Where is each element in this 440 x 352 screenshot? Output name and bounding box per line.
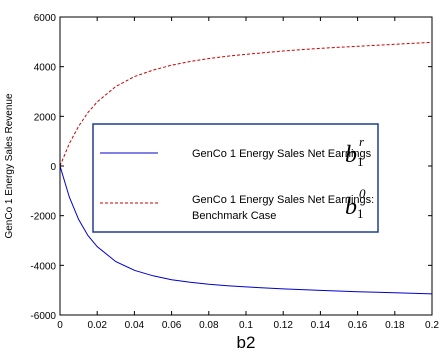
y-tick-label: -4000 — [30, 261, 56, 272]
x-tick-label: 0.08 — [199, 320, 219, 331]
series-line-1 — [59, 41, 433, 167]
legend: GenCo 1 Energy Sales Net Earnings b r 1 … — [92, 123, 379, 233]
y-tick-label: -6000 — [30, 311, 56, 322]
x-tick-label: 0.18 — [385, 320, 405, 331]
legend-label-series-1-line-1: GenCo 1 Energy Sales Net Earnings: — [192, 194, 374, 206]
x-tick-label: 0.2 — [425, 320, 439, 331]
svg-text:1: 1 — [357, 154, 364, 169]
x-tick-label: 0 — [57, 320, 63, 331]
x-tick-label: 0.14 — [311, 320, 331, 331]
svg-text:b: b — [345, 142, 357, 168]
legend-box — [92, 123, 379, 233]
x-tick-label: 0.04 — [125, 320, 145, 331]
y-tick-label: 0 — [50, 162, 56, 173]
y-tick-label: 4000 — [34, 63, 57, 74]
y-tick-label: -2000 — [30, 212, 56, 223]
x-tick-label: 0.06 — [162, 320, 182, 331]
y-axis-label: GenCo 1 Energy Sales Revenue — [4, 93, 15, 239]
y-tick-label: 2000 — [34, 112, 57, 123]
y-tick-label: 6000 — [34, 13, 57, 24]
legend-symbol-series-1: b 0 1 — [345, 186, 366, 221]
legend-label-series-0: GenCo 1 Energy Sales Net Earnings — [192, 148, 372, 160]
series-line-0 — [59, 165, 433, 295]
svg-text:0: 0 — [359, 186, 366, 201]
svg-text:r: r — [359, 134, 365, 149]
x-tick-label: 0.16 — [348, 320, 368, 331]
legend-label-series-1-line-2: Benchmark Case — [192, 210, 276, 222]
x-tick-label: 0.02 — [87, 320, 107, 331]
x-tick-label: 0.12 — [273, 320, 293, 331]
x-axis-label: b2 — [237, 333, 256, 352]
svg-text:b: b — [345, 194, 357, 220]
svg-text:1: 1 — [357, 206, 364, 221]
x-tick-label: 0.1 — [239, 320, 253, 331]
legend-symbol-series-0: b r 1 — [345, 134, 365, 169]
